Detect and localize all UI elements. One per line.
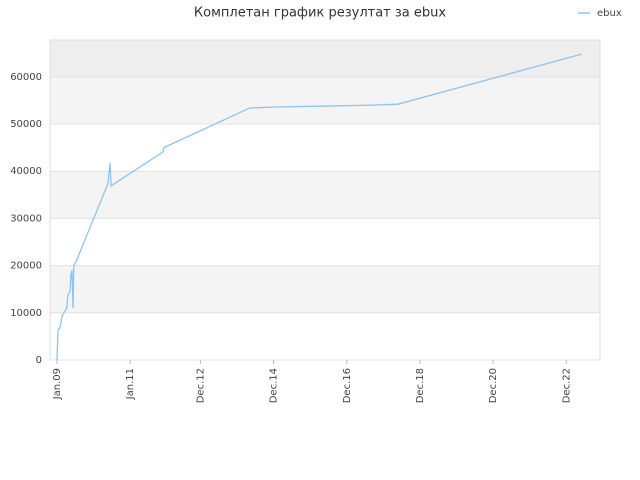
y-tick-label: 10000: [10, 308, 42, 319]
band: [50, 40, 600, 77]
band: [50, 171, 600, 219]
x-tick-label: Jan.09: [52, 368, 63, 400]
band: [50, 124, 600, 172]
series-line: [56, 53, 582, 361]
band: [50, 265, 600, 313]
chart-title: Комплетан график резултат за ebux: [194, 6, 446, 21]
x-tick-label: Dec.22: [561, 368, 572, 403]
x-tick-label: Dec.16: [342, 368, 353, 403]
x-tick-label: Dec.20: [488, 368, 499, 403]
y-tick-label: 20000: [10, 261, 42, 272]
band: [50, 76, 600, 125]
y-tick-label: 0: [36, 355, 42, 366]
legend-label: ebux: [597, 8, 622, 19]
x-tick-label: Dec.14: [269, 368, 280, 403]
y-tick-label: 50000: [10, 119, 42, 130]
y-tick-label: 60000: [10, 72, 42, 83]
x-tick-label: Dec.18: [415, 368, 426, 403]
y-tick-label: 40000: [10, 166, 42, 177]
band: [50, 312, 600, 360]
y-tick-label: 30000: [10, 213, 42, 224]
x-tick-label: Jan.11: [125, 368, 136, 400]
x-tick-label: Dec.12: [195, 368, 206, 403]
band: [50, 218, 600, 266]
